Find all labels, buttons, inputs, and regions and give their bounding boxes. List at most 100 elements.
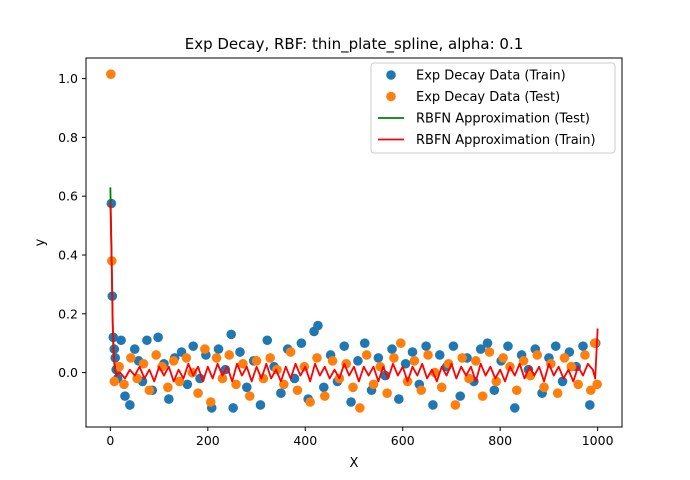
data-point (129, 344, 140, 354)
series-exp-decay-data-test (106, 69, 602, 413)
data-point (110, 353, 121, 363)
data-point (491, 376, 502, 387)
data-point (368, 379, 379, 390)
data-point (224, 350, 235, 360)
data-point (265, 353, 275, 363)
data-point (361, 350, 372, 360)
data-point (200, 344, 210, 354)
data-point (262, 335, 273, 346)
data-point (188, 341, 198, 351)
y-tick-label: 0.0 (58, 365, 78, 380)
legend-label: Exp Decay Data (Train) (416, 69, 566, 84)
data-point (503, 341, 513, 351)
legend-box (370, 62, 616, 154)
data-point (151, 350, 161, 360)
legend-marker (386, 91, 396, 102)
data-point (312, 353, 322, 363)
data-point (482, 338, 493, 349)
data-point (511, 385, 522, 396)
data-point (144, 385, 155, 396)
x-axis: 0 200 400 600 800 1000 (106, 427, 614, 448)
x-tick-label: 600 (391, 433, 415, 448)
data-point (421, 341, 431, 351)
data-point (532, 350, 543, 360)
data-point (436, 382, 447, 393)
data-point (585, 400, 595, 410)
data-point (592, 379, 602, 390)
data-point (423, 350, 433, 360)
data-point (235, 347, 245, 357)
data-point (559, 353, 570, 363)
series-line-rbfn-approximation-train (109, 202, 599, 383)
data-point (557, 376, 568, 387)
data-point (471, 356, 481, 366)
data-point (518, 356, 529, 366)
data-point (573, 379, 583, 390)
plot-area (106, 69, 602, 413)
data-point (382, 388, 392, 398)
data-point (475, 344, 486, 354)
data-point (255, 400, 266, 410)
y-tick-label: 0.6 (58, 189, 78, 204)
x-tick-label: 800 (488, 433, 512, 448)
x-tick-label: 400 (293, 433, 317, 448)
data-point (578, 341, 588, 351)
data-point (114, 361, 124, 372)
data-point (373, 353, 384, 363)
data-point (428, 400, 438, 410)
legend-marker (386, 70, 396, 80)
data-point (153, 332, 163, 343)
data-point (355, 403, 365, 413)
legend: Exp Decay Data (Train) Exp Decay Data (Te… (370, 62, 616, 154)
data-point (228, 403, 238, 413)
data-point (238, 358, 248, 369)
data-point (244, 391, 255, 401)
x-tick-label: 1000 (582, 433, 614, 448)
data-point (276, 388, 286, 398)
data-point (181, 353, 192, 363)
data-point (484, 347, 495, 357)
data-point (138, 358, 149, 369)
data-point (450, 400, 461, 410)
data-point (327, 356, 338, 366)
data-point (164, 394, 174, 404)
data-point (489, 385, 500, 396)
data-point (242, 382, 252, 393)
data-point (407, 347, 418, 357)
data-point (455, 391, 466, 401)
data-point (231, 379, 241, 390)
legend-label: Exp Decay Data (Test) (416, 90, 560, 105)
data-point (318, 382, 329, 393)
data-point (477, 391, 488, 401)
data-point (211, 353, 222, 363)
data-point (126, 353, 136, 363)
y-tick-label: 0.4 (58, 247, 78, 262)
data-point (226, 329, 237, 340)
data-point (120, 391, 130, 401)
data-point (387, 344, 397, 354)
data-point (448, 341, 459, 351)
data-point (348, 382, 358, 393)
data-point (213, 344, 224, 354)
chart-title: Exp Decay, RBF: thin_plate_spline, alpha… (185, 35, 524, 54)
data-point (292, 385, 303, 396)
data-point (106, 69, 116, 79)
data-point (394, 394, 404, 404)
data-point (193, 388, 203, 398)
data-point (550, 341, 561, 351)
x-tick-label: 200 (196, 433, 220, 448)
data-point (580, 350, 590, 360)
data-point (416, 385, 427, 396)
legend-label: RBFN Approximation (Train) (416, 133, 596, 148)
data-point (457, 353, 467, 363)
data-point (339, 341, 350, 351)
data-point (205, 397, 216, 407)
data-point (125, 400, 135, 410)
data-point (285, 347, 296, 357)
y-tick-label: 0.2 (58, 306, 78, 321)
data-point (119, 379, 129, 390)
data-point (296, 338, 307, 349)
data-point (409, 356, 420, 366)
x-axis-label: X (350, 456, 359, 471)
data-point (313, 320, 323, 331)
